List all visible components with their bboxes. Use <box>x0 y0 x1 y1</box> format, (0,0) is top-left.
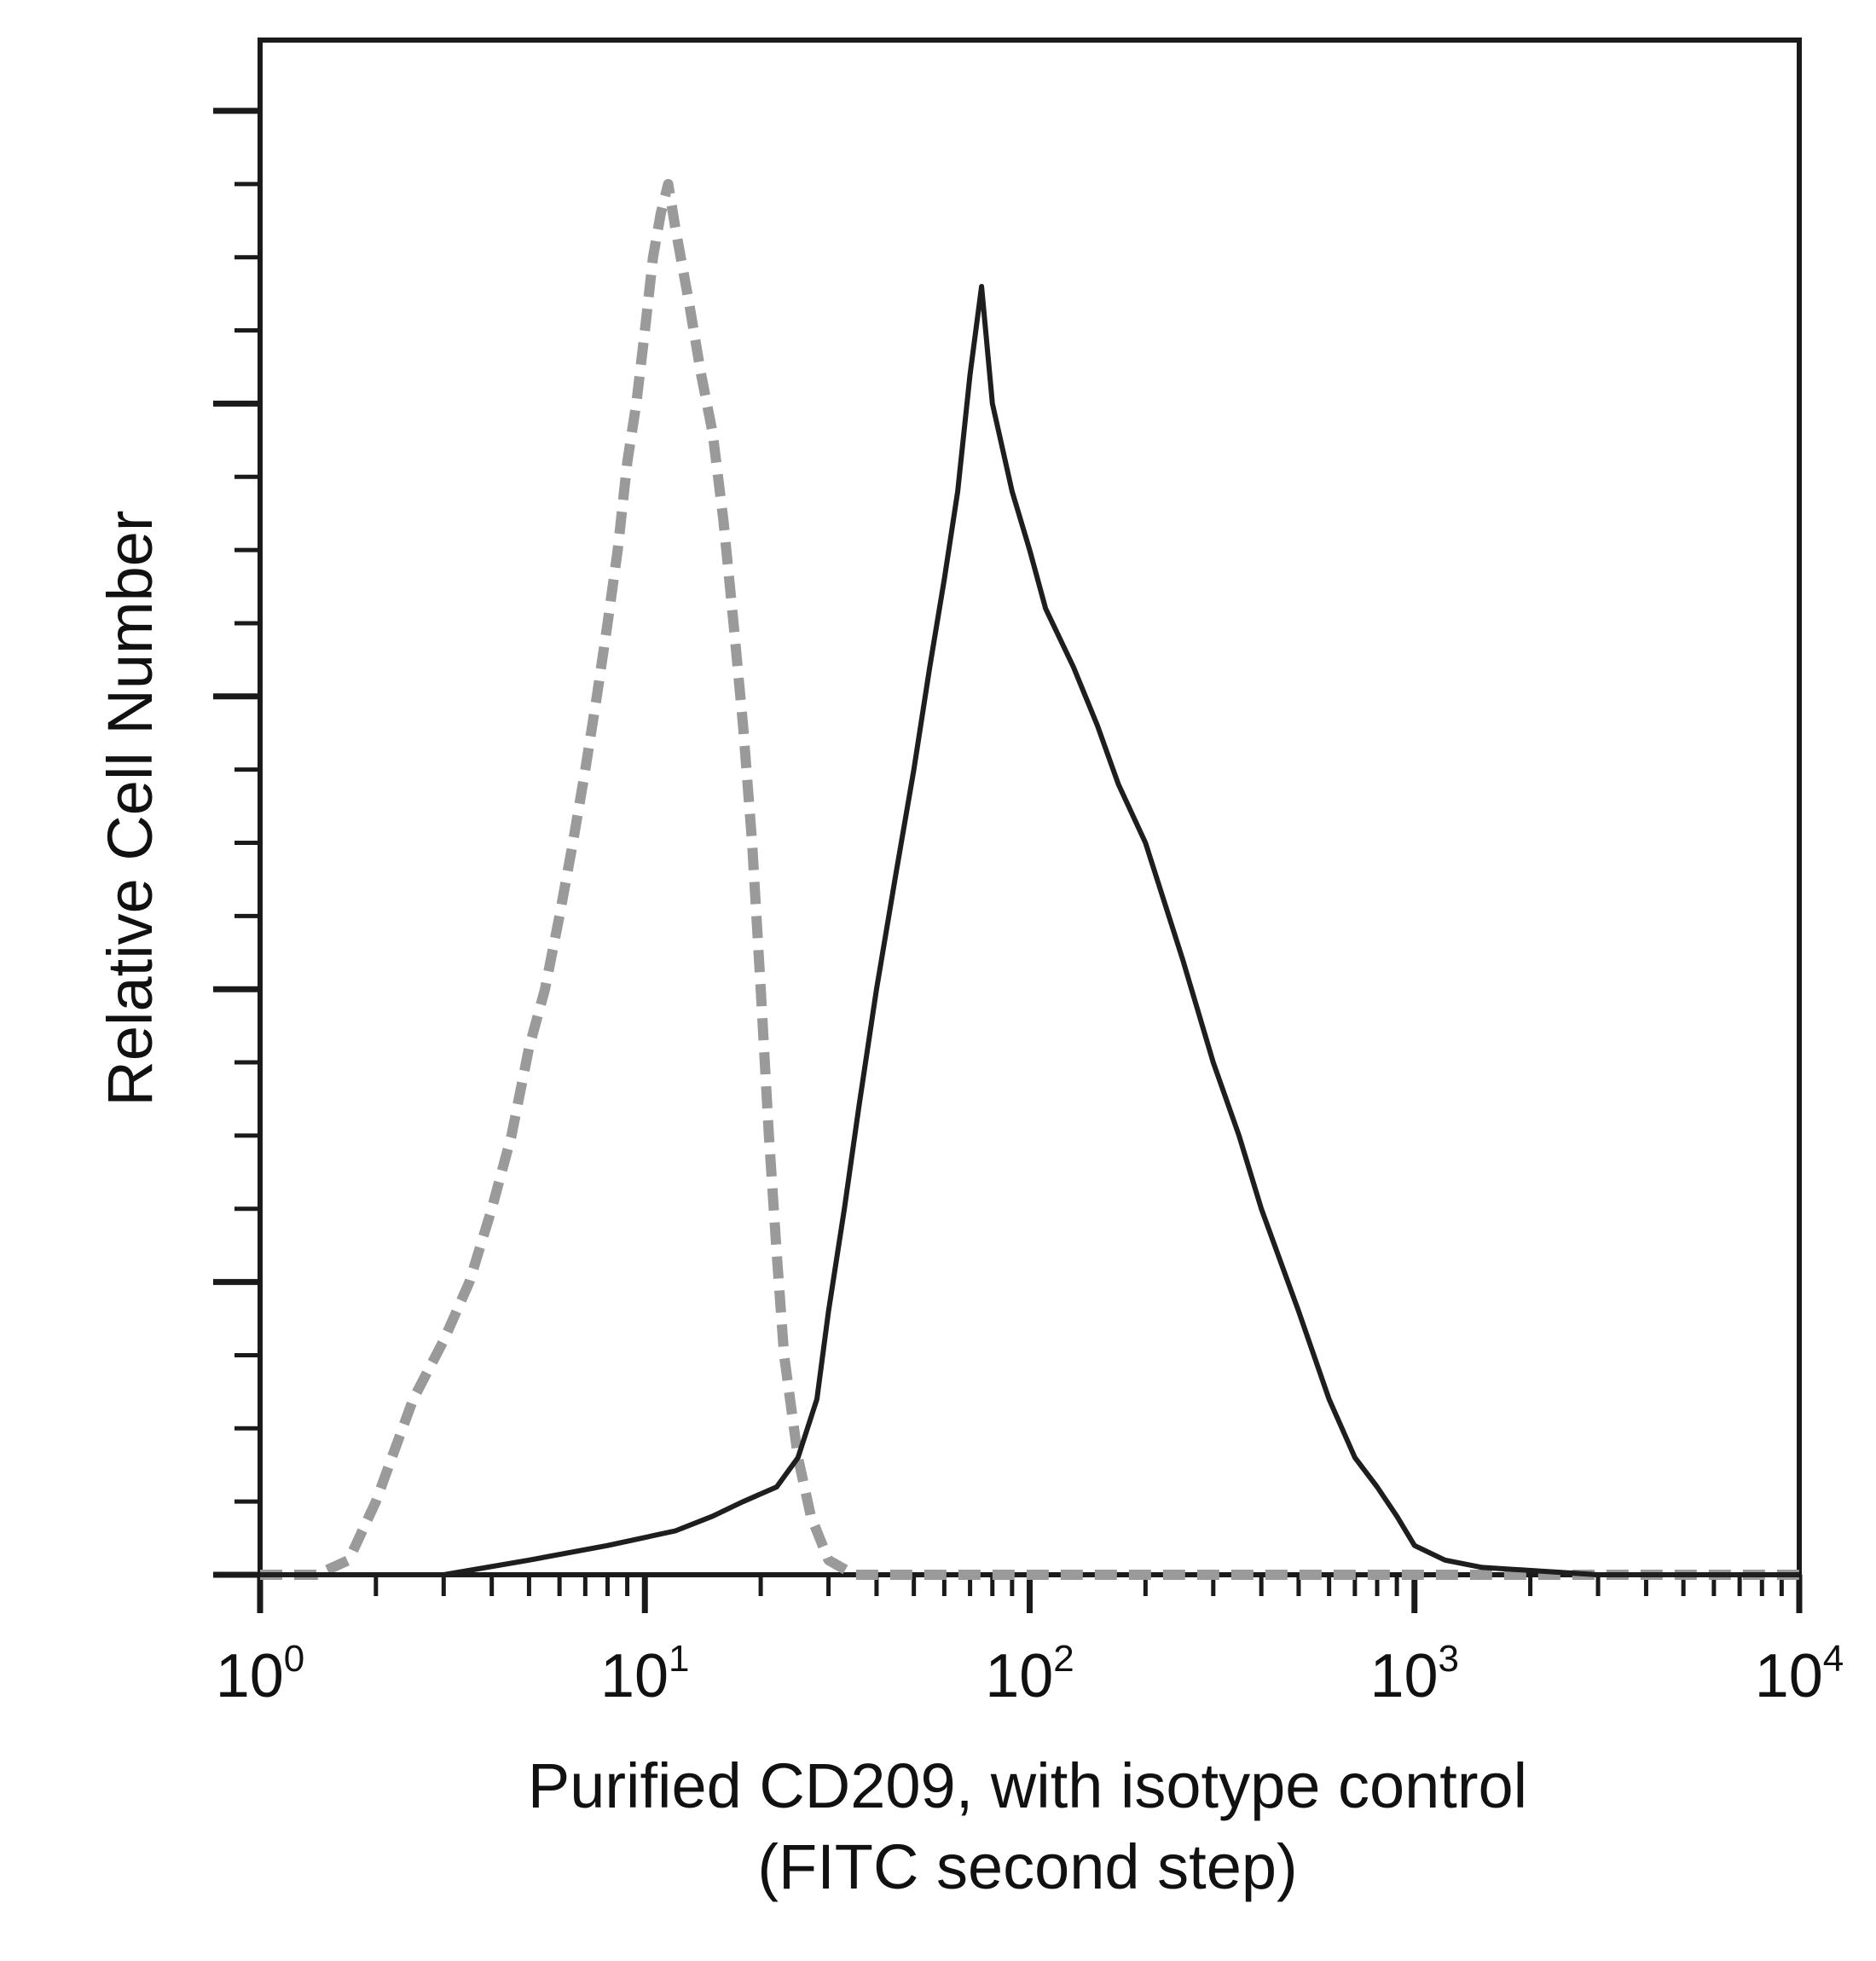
y-axis-ticks <box>213 107 260 1578</box>
cd209-stained-line <box>260 284 1799 1577</box>
x-tick-label: 104 <box>1755 1638 1844 1710</box>
x-axis-title-line2: (FITC second step) <box>757 1831 1297 1902</box>
x-tick-label: 102 <box>985 1638 1074 1710</box>
x-axis-ticks <box>257 1575 1803 1613</box>
x-tick-label: 103 <box>1369 1638 1459 1710</box>
x-tick-label: 101 <box>600 1638 690 1710</box>
y-axis-title: Relative Cell Number <box>95 510 165 1106</box>
x-axis-title: Purified CD209, with isotype control <box>528 1750 1527 1821</box>
plot-frame <box>258 38 1802 1577</box>
isotype-control-line <box>260 178 1799 1580</box>
histogram-series <box>260 178 1799 1580</box>
x-axis-tick-labels: 100 101 102 103 104 <box>216 1638 1844 1710</box>
x-tick-label: 100 <box>216 1638 305 1710</box>
